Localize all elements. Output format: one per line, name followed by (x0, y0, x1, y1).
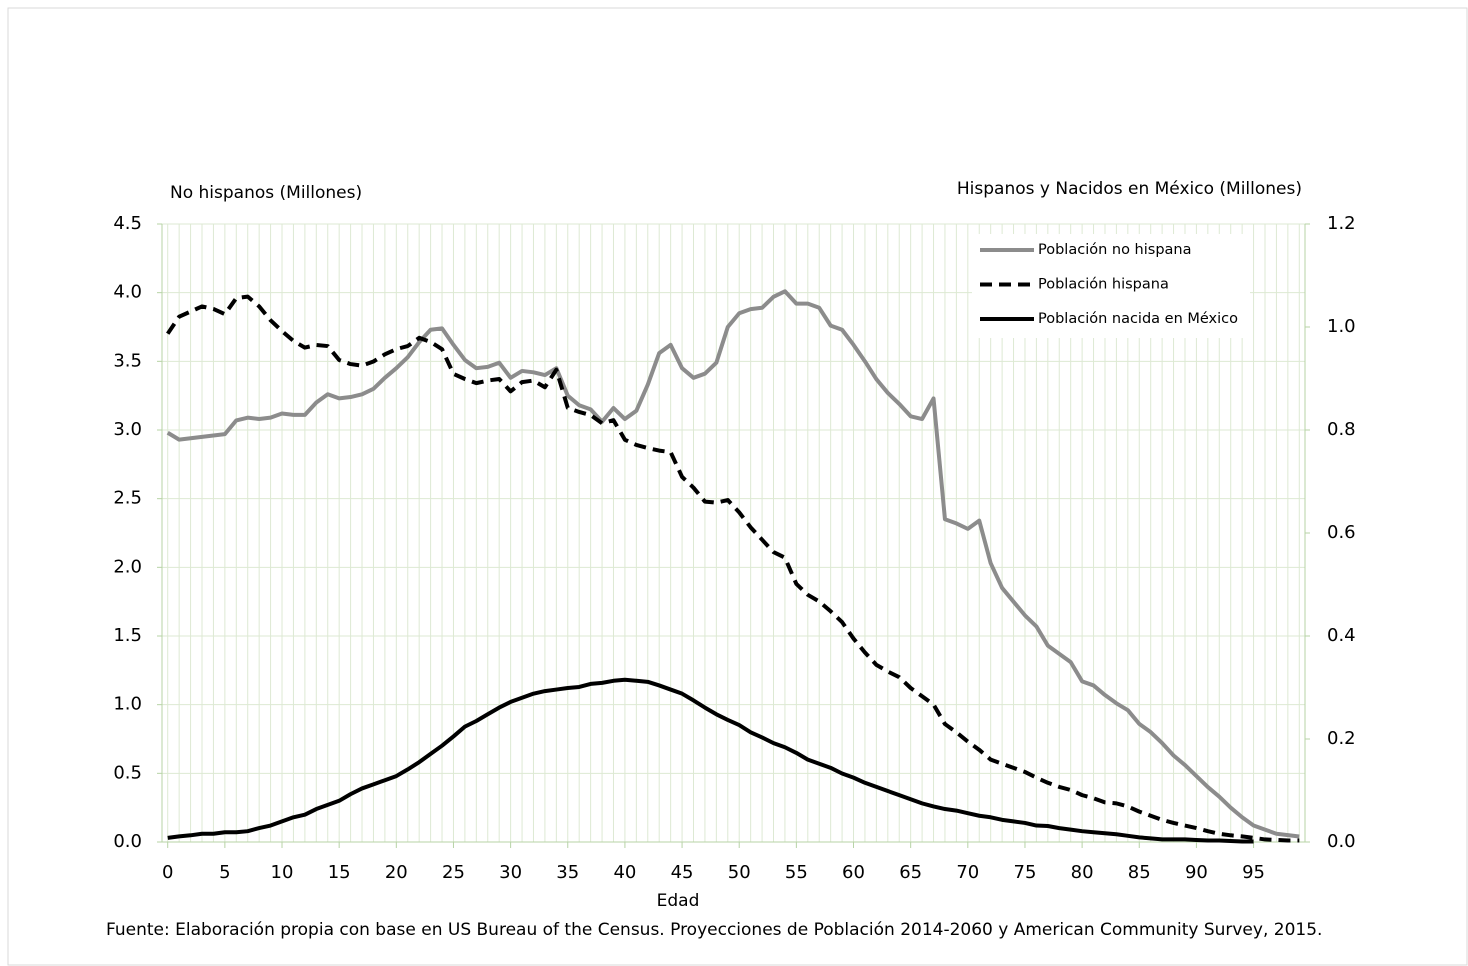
y-axis-title: No hispanos (Millones) (170, 183, 362, 203)
y2-tick-label: 0.6 (1327, 522, 1356, 543)
x-axis-title: Edad (657, 891, 700, 911)
y2-axis-title: Hispanos y Nacidos en México (Millones) (957, 179, 1302, 199)
x-tick-label: 60 (842, 862, 865, 883)
y2-tick-label: 1.2 (1327, 213, 1356, 234)
x-tick-label: 50 (728, 862, 751, 883)
x-tick-label: 95 (1242, 862, 1265, 883)
chart-frame (7, 7, 1468, 966)
y-tick-label: 4.0 (113, 282, 142, 303)
x-tick-label: 85 (1128, 862, 1151, 883)
x-tick-label: 10 (271, 862, 294, 883)
y2-tick-label: 0.8 (1327, 419, 1356, 440)
x-tick-label: 75 (1014, 862, 1037, 883)
x-tick-label: 20 (385, 862, 408, 883)
x-tick-label: 35 (556, 862, 579, 883)
x-tick-label: 40 (613, 862, 636, 883)
y-tick-label: 2.5 (113, 488, 142, 509)
x-tick-label: 5 (219, 862, 230, 883)
legend-label: Población hispana (1038, 277, 1169, 293)
y-tick-label: 0.0 (113, 831, 142, 852)
legend-label: Población nacida en México (1038, 311, 1238, 327)
y2-tick-label: 0.0 (1327, 831, 1356, 852)
y2-tick-label: 0.2 (1327, 728, 1356, 749)
series-line (166, 294, 1300, 843)
y2-tick-label: 0.4 (1327, 625, 1356, 646)
x-tick-label: 25 (442, 862, 465, 883)
y-tick-label: 3.5 (113, 350, 142, 371)
x-tick-label: 0 (162, 862, 173, 883)
source-note: Fuente: Elaboración propia con base en U… (106, 920, 1322, 940)
x-tick-label: 45 (671, 862, 694, 883)
legend-label: Población no hispana (1038, 242, 1192, 258)
y-tick-label: 4.5 (113, 213, 142, 234)
y2-tick-label: 1.0 (1327, 316, 1356, 337)
x-tick-label: 90 (1185, 862, 1208, 883)
y-tick-label: 1.5 (113, 625, 142, 646)
series-line (167, 677, 1254, 844)
x-tick-label: 15 (328, 862, 351, 883)
x-tick-label: 55 (785, 862, 808, 883)
y-tick-label: 3.0 (113, 419, 142, 440)
x-tick-label: 80 (1071, 862, 1094, 883)
x-tick-label: 70 (956, 862, 979, 883)
y-tick-label: 2.0 (113, 556, 142, 577)
x-tick-label: 65 (899, 862, 922, 883)
series-line (166, 289, 1300, 839)
x-tick-label: 30 (499, 862, 522, 883)
y-tick-label: 1.0 (113, 694, 142, 715)
y-tick-label: 0.5 (113, 762, 142, 783)
